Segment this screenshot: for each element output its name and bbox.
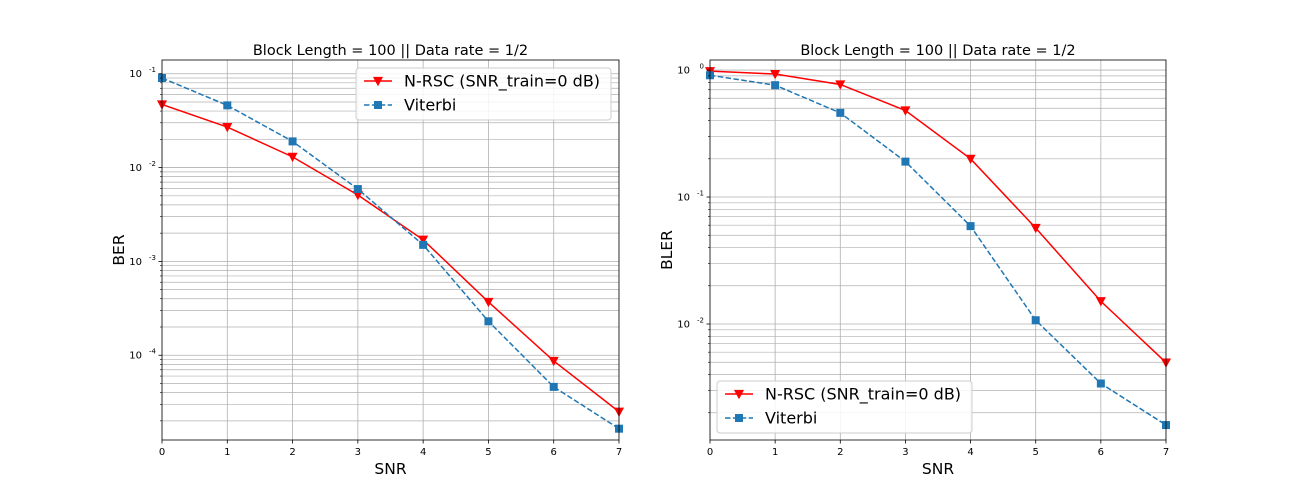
legend-marker xyxy=(374,101,382,109)
y-tick-label: 10 -2 xyxy=(677,316,704,330)
legend-entry: Viterbi xyxy=(364,96,456,115)
data-point xyxy=(353,185,362,194)
data-point xyxy=(835,80,846,90)
chart-2: 0 1 2 3 4 5 6 7 10 0 10 -1 10 -2 Block Length = 100 ||… xyxy=(658,43,1172,478)
series-line xyxy=(710,70,1166,364)
x-tick-label: 6 xyxy=(551,447,557,458)
x-tick-label: 5 xyxy=(1033,447,1039,458)
x-tick-label: 7 xyxy=(1163,447,1169,458)
chart-title: Block Length = 100 || Data rate = 1/2 xyxy=(253,43,528,59)
y-tick-exponent: -2 xyxy=(697,316,704,324)
x-tick-label: 2 xyxy=(289,447,295,458)
y-tick-label: 10 -3 xyxy=(129,254,156,268)
svg-text:10: 10 xyxy=(677,319,690,330)
data-point xyxy=(965,154,976,165)
legend-entry: Viterbi xyxy=(725,409,817,428)
x-tick-label: 4 xyxy=(967,447,973,458)
y-tick-exponent: 0 xyxy=(700,63,704,71)
x-tick-label: 1 xyxy=(772,447,778,458)
chart-title: Block Length = 100 || Data rate = 1/2 xyxy=(800,43,1075,59)
plot-frame xyxy=(709,59,1167,441)
data-point xyxy=(419,240,428,249)
svg-text:10: 10 xyxy=(677,66,690,77)
data-point xyxy=(222,122,233,133)
series-2 xyxy=(706,71,1170,430)
legend-label: Viterbi xyxy=(765,409,817,428)
y-tick-exponent: -2 xyxy=(149,160,156,168)
data-point xyxy=(484,317,493,326)
series-line xyxy=(162,103,619,413)
legend-label: Viterbi xyxy=(404,96,456,115)
data-point xyxy=(1031,316,1040,325)
y-tick-exponent: -1 xyxy=(149,66,156,74)
x-axis-label: SNR xyxy=(374,460,406,478)
x-tick-label: 5 xyxy=(485,447,491,458)
data-point xyxy=(770,69,781,80)
data-point xyxy=(901,157,910,166)
data-point xyxy=(1030,223,1041,234)
y-tick-label: 10 0 xyxy=(677,63,704,77)
x-tick-label: 7 xyxy=(616,447,622,458)
y-tick-label: 10 -4 xyxy=(129,348,156,362)
x-axis-label: SNR xyxy=(922,460,954,478)
data-point xyxy=(771,81,780,90)
data-point xyxy=(900,106,911,116)
grid xyxy=(710,60,1166,440)
data-point xyxy=(288,137,297,146)
legend-box xyxy=(355,67,612,121)
data-point xyxy=(549,382,558,391)
legend-marker xyxy=(735,414,743,422)
series-line xyxy=(710,74,1166,426)
data-point xyxy=(966,222,975,231)
legend: N-RSC (SNR_train=0 dB) Viterbi xyxy=(355,67,612,121)
legend-marker xyxy=(733,389,745,400)
legend-entry: N-RSC (SNR_train=0 dB) xyxy=(364,72,600,92)
x-tick-label: 0 xyxy=(159,447,165,458)
y-axis-label: BER xyxy=(110,234,128,265)
x-tick-label: 6 xyxy=(1098,447,1104,458)
data-point xyxy=(548,356,559,367)
svg-text:10: 10 xyxy=(129,351,142,362)
y-tick-label: 10 -2 xyxy=(129,160,156,174)
data-point xyxy=(1096,379,1105,388)
y-tick-exponent: -3 xyxy=(149,254,156,262)
x-tick-label: 3 xyxy=(902,447,908,458)
series-line xyxy=(162,77,619,430)
svg-text:10: 10 xyxy=(129,69,142,80)
legend-entry: N-RSC (SNR_train=0 dB) xyxy=(725,385,961,405)
x-tick-label: 0 xyxy=(707,447,713,458)
y-tick-label: 10 -1 xyxy=(129,66,156,80)
x-tick-label: 3 xyxy=(355,447,361,458)
y-tick-exponent: -4 xyxy=(149,348,157,356)
legend: N-RSC (SNR_train=0 dB) Viterbi xyxy=(716,380,973,434)
svg-text:10: 10 xyxy=(129,257,142,268)
legend-label: N-RSC (SNR_train=0 dB) xyxy=(404,72,600,92)
x-tick-label: 4 xyxy=(420,447,426,458)
x-tick-label: 2 xyxy=(837,447,843,458)
plot-frame xyxy=(161,59,620,441)
data-point xyxy=(418,235,429,246)
data-point xyxy=(287,152,298,163)
chart-1: 0 1 2 3 4 5 6 7 10 -1 10 -2 10 -3 10 -4 Block Length = 1… xyxy=(110,43,625,478)
data-point xyxy=(223,101,232,110)
legend-box xyxy=(716,380,973,434)
svg-text:10: 10 xyxy=(677,193,690,204)
data-point xyxy=(836,108,845,117)
legend-marker xyxy=(372,76,384,87)
y-tick-exponent: -1 xyxy=(697,190,704,198)
legend-label: N-RSC (SNR_train=0 dB) xyxy=(765,385,961,405)
data-point xyxy=(483,297,494,308)
x-tick-label: 1 xyxy=(224,447,230,458)
y-axis-label: BLER xyxy=(658,230,676,270)
data-point xyxy=(1095,297,1106,307)
y-tick-label: 10 -1 xyxy=(677,190,704,204)
svg-text:10: 10 xyxy=(129,163,142,174)
